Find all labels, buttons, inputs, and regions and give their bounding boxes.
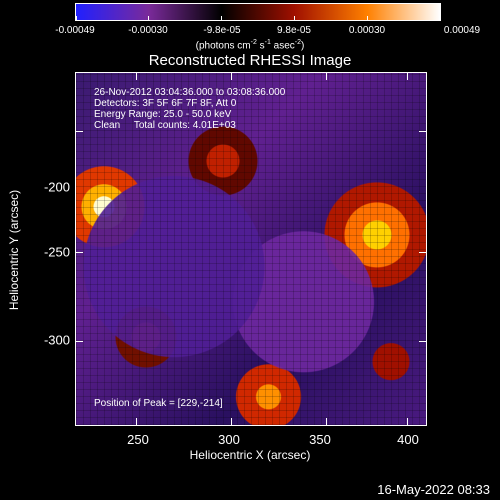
info-peak-position: Position of Peak = [229,-214]: [94, 398, 223, 409]
x-tick-label: 300: [218, 432, 240, 447]
info-energy-range: Energy Range: 25.0 - 50.0 keV: [94, 109, 232, 120]
x-axis-label: Heliocentric X (arcsec): [189, 448, 311, 462]
colorbar-tick-label: -9.8e-05: [203, 25, 241, 36]
info-detectors: Detectors: 3F 5F 6F 7F 8F, Att 0: [94, 98, 237, 109]
y-tick-label: -300: [43, 332, 70, 348]
colorbar-tick-label: -0.00030: [128, 25, 168, 36]
x-tick-label: 250: [127, 432, 149, 447]
colorbar-tick-label: -0.00049: [55, 25, 95, 36]
x-tick-label: 350: [309, 432, 331, 447]
colorbar: [75, 3, 441, 21]
colorbar-tick-label: 0.00030: [348, 25, 386, 36]
x-tick-label: 400: [397, 432, 419, 447]
colorbar-units: (photons cm-2 s-1 asec-2): [195, 39, 305, 52]
y-axis-label: Heliocentric Y (arcsec): [7, 189, 21, 311]
colorbar-tick-label: 9.8e-05: [277, 25, 311, 36]
info-time-range: 26-Nov-2012 03:04:36.000 to 03:08:36.000: [94, 87, 286, 98]
y-tick-label: -250: [43, 244, 70, 260]
solar-image-plot: 26-Nov-2012 03:04:36.000 to 03:08:36.000…: [75, 72, 427, 426]
colorbar-tick-label: 0.00049: [443, 25, 481, 36]
info-clean-counts: Clean Total counts: 4.01E+03: [94, 120, 236, 131]
y-tick-label: -200: [43, 179, 70, 195]
plot-title: Reconstructed RHESSI Image: [148, 52, 352, 69]
plot-timestamp: 16-May-2022 08:33: [377, 482, 490, 497]
